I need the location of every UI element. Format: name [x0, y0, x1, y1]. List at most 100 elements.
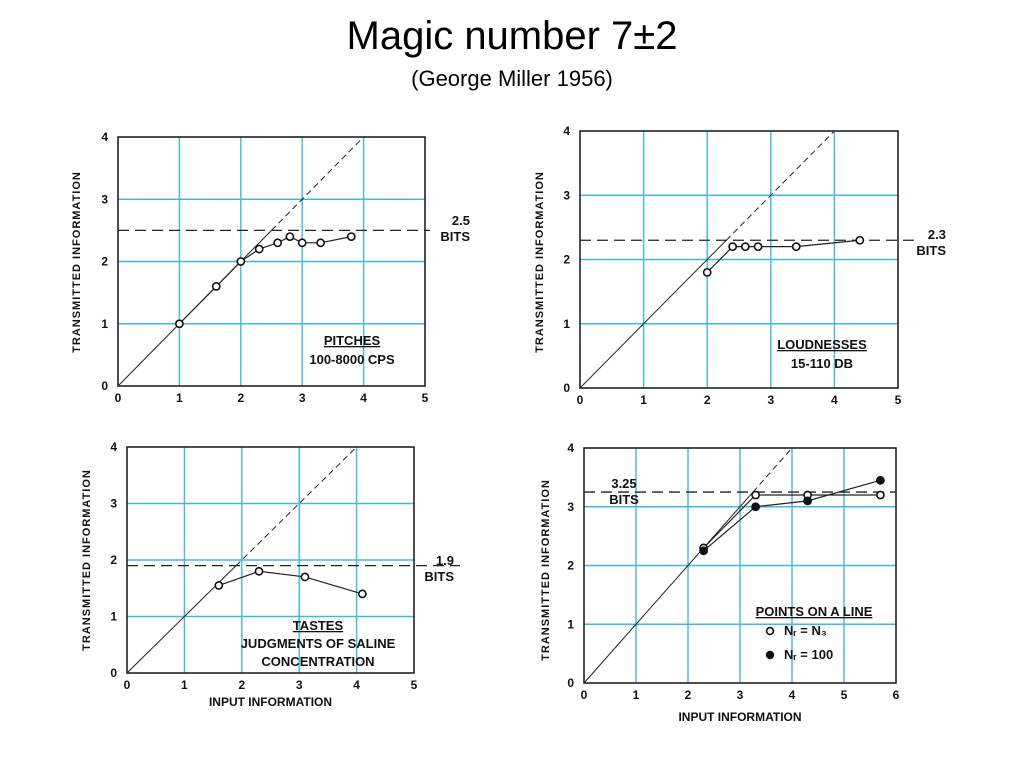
- x-tick-label: 1: [633, 688, 640, 702]
- y-axis-label: TRANSMITTED INFORMATION: [534, 171, 546, 353]
- x-axis-label: INPUT INFORMATION: [678, 710, 801, 724]
- data-point: [855, 235, 865, 245]
- x-tick-label: 3: [299, 391, 306, 405]
- asymptote-label: 3.25: [611, 476, 636, 491]
- x-tick-label: 5: [841, 688, 848, 702]
- plot-frame: [583, 447, 897, 684]
- y-axis-label: TRANSMITTED INFORMATION: [71, 171, 83, 353]
- asymptote-label: 2.3: [928, 227, 946, 242]
- data-point: [211, 281, 221, 291]
- y-tick-label: 2: [567, 559, 574, 573]
- x-tick-label: 4: [789, 688, 796, 702]
- y-tick-label: 4: [101, 130, 108, 144]
- x-tick-label: 0: [124, 678, 131, 692]
- x-tick-label: 4: [360, 391, 367, 405]
- x-tick-label: 2: [237, 391, 244, 405]
- annotation-text: PITCHES: [324, 333, 381, 348]
- series-line-0: [703, 494, 881, 549]
- x-tick-label: 5: [422, 391, 429, 405]
- data-point: [254, 244, 264, 254]
- asymptote-label: BITS: [609, 492, 639, 507]
- y-tick-label: 3: [110, 497, 117, 511]
- legend-marker: [765, 626, 775, 636]
- data-point: [699, 546, 708, 556]
- data-point: [214, 581, 224, 590]
- chart-panel-top-right: 0 1 2 3 4 5 0 1 2 3 4 TRANSMITTED INFORMATION 2.3BIT…: [534, 124, 946, 407]
- data-point: [876, 475, 885, 485]
- y-tick-label: 1: [110, 610, 117, 624]
- legend-label: Nᵣ = 100: [784, 647, 833, 662]
- y-tick-label: 4: [567, 441, 574, 455]
- reference-line-dashed: [752, 447, 793, 493]
- x-tick-label: 0: [115, 391, 122, 405]
- x-tick-label: 5: [895, 393, 902, 407]
- slide-subtitle: (George Miller 1956): [411, 66, 613, 91]
- data-point: [876, 490, 885, 500]
- chart-panel-bottom-right: 0 1 2 3 4 5 6 0 1 2 3 4 TRANSMITTED INFORMATION INPUT…: [540, 441, 900, 724]
- y-tick-label: 3: [563, 188, 570, 202]
- y-tick-label: 3: [101, 192, 108, 206]
- data-point: [346, 232, 356, 241]
- y-axis-label: TRANSMITTED INFORMATION: [540, 479, 552, 661]
- y-tick-label: 1: [563, 317, 570, 331]
- data-point: [357, 589, 367, 599]
- y-tick-label: 0: [110, 666, 117, 680]
- data-point: [236, 257, 246, 266]
- reference-line-dashed: [725, 130, 835, 241]
- y-tick-label: 1: [567, 617, 574, 631]
- y-tick-label: 0: [563, 381, 570, 395]
- x-tick-label: 0: [581, 688, 588, 702]
- asymptote-label: BITS: [440, 229, 470, 244]
- plot-frame: [117, 136, 426, 387]
- y-tick-label: 0: [567, 676, 574, 690]
- data-point: [273, 238, 283, 248]
- data-point: [174, 319, 184, 329]
- x-tick-label: 3: [767, 393, 774, 407]
- asymptote-label: 2.5: [452, 213, 470, 228]
- x-tick-label: 3: [296, 678, 303, 692]
- x-tick-label: 2: [685, 688, 692, 702]
- x-tick-label: 4: [831, 393, 838, 407]
- chart-panel-bottom-left: 0 1 2 3 4 5 0 1 2 3 4 TRANSMITTED INFORMATION INPUT …: [81, 440, 460, 709]
- y-tick-label: 4: [110, 440, 117, 454]
- data-point: [751, 490, 760, 500]
- data-point: [803, 496, 812, 506]
- reference-line-dashed: [271, 136, 364, 231]
- reference-line-solid: [579, 239, 727, 389]
- data-point: [753, 242, 763, 252]
- data-point: [751, 502, 760, 512]
- series-line-1: [703, 479, 881, 552]
- y-tick-label: 3: [567, 500, 574, 514]
- y-tick-label: 2: [563, 253, 570, 267]
- y-tick-label: 0: [101, 379, 108, 393]
- series-line-0: [178, 235, 352, 325]
- y-axis-label: TRANSMITTED INFORMATION: [81, 469, 93, 651]
- asymptote-label: 1.9: [436, 553, 454, 568]
- series-line-0: [706, 239, 860, 273]
- annotation-text: 100-8000 CPS: [309, 352, 395, 367]
- data-point: [728, 242, 738, 252]
- x-tick-label: 5: [411, 678, 418, 692]
- x-tick-label: 2: [238, 678, 245, 692]
- plot-frame: [126, 446, 415, 674]
- asymptote-label: BITS: [424, 569, 454, 584]
- asymptote-label: BITS: [916, 243, 946, 258]
- y-tick-label: 2: [101, 255, 108, 269]
- legend-label: Nᵣ = N₃: [784, 623, 827, 638]
- x-tick-label: 0: [577, 393, 584, 407]
- x-tick-label: 2: [704, 393, 711, 407]
- data-point: [297, 238, 307, 248]
- data-point: [740, 242, 750, 252]
- data-point: [702, 267, 712, 277]
- annotation-text: TASTES: [293, 618, 344, 633]
- legend-marker: [765, 650, 775, 660]
- x-tick-label: 1: [176, 391, 183, 405]
- annotation-text: LOUDNESSES: [777, 337, 867, 352]
- data-point: [791, 242, 801, 252]
- y-tick-label: 4: [563, 124, 570, 138]
- x-tick-label: 3: [737, 688, 744, 702]
- x-tick-label: 1: [640, 393, 647, 407]
- y-tick-label: 2: [110, 553, 117, 567]
- x-tick-label: 6: [893, 688, 900, 702]
